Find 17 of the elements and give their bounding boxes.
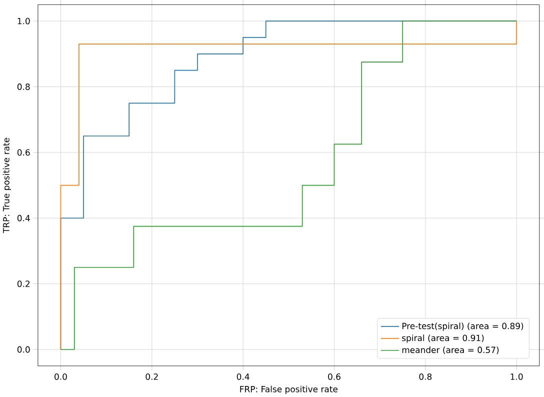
y-tick-label: 0.2 <box>17 280 30 288</box>
x-tick-label: 0.6 <box>328 374 340 380</box>
y-tick-label: 0.8 <box>17 84 30 90</box>
legend-label: spiral (area = 0.91) <box>402 334 484 343</box>
legend-label: Pre-test(spiral) (area = 0.89) <box>402 322 524 331</box>
y-axis-title: TRP: True positive rate <box>2 138 12 234</box>
x-axis-title: FRP: False positive rate <box>240 386 338 394</box>
y-tick-label: 0.6 <box>17 149 30 156</box>
legend-label: meander (area = 0.57) <box>402 346 499 354</box>
x-tick-label: 0.8 <box>419 374 432 380</box>
y-tick-label: 0.4 <box>17 215 30 222</box>
y-tick-label: 0.0 <box>17 346 30 353</box>
x-tick-label: 1.0 <box>510 374 523 380</box>
x-tick-label: 0.0 <box>54 374 67 380</box>
x-tick-label: 0.2 <box>146 374 158 380</box>
x-tick-label: 0.4 <box>236 374 250 380</box>
y-tick-label: 1.0 <box>18 18 30 24</box>
